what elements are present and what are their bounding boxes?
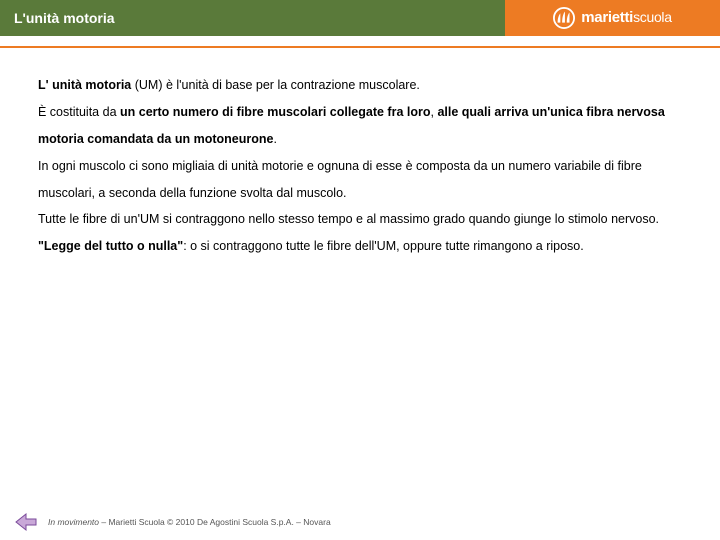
brand-sub: scuola (633, 9, 672, 25)
brand-text: mariettiscuola (581, 9, 671, 27)
paragraph-4: Tutte le fibre di un'UM si contraggono n… (38, 206, 682, 233)
body-content: L' unità motoria (UM) è l'unità di base … (0, 48, 720, 260)
footer: In movimento – Marietti Scuola © 2010 De… (14, 512, 331, 532)
back-arrow-icon[interactable] (14, 512, 38, 532)
p2-a: È costituita da (38, 105, 120, 119)
paragraph-2: È costituita da un certo numero di fibre… (38, 99, 682, 153)
footer-rest: – Marietti Scuola © 2010 De Agostini Scu… (99, 517, 331, 527)
header-left: L'unità motoria (0, 0, 505, 36)
brand-area: mariettiscuola (505, 0, 720, 36)
footer-text: In movimento – Marietti Scuola © 2010 De… (48, 517, 331, 527)
p2-b: un certo numero di fibre muscolari colle… (120, 105, 430, 119)
paragraph-1: L' unità motoria (UM) è l'unità di base … (38, 72, 682, 99)
footer-italic: In movimento (48, 517, 99, 527)
paragraph-5: "Legge del tutto o nulla": o si contragg… (38, 233, 682, 260)
brand-main: marietti (581, 9, 633, 26)
brand-logo-icon (553, 7, 575, 29)
header-bar: L'unità motoria mariettiscuola (0, 0, 720, 36)
paragraph-3: In ogni muscolo ci sono migliaia di unit… (38, 153, 682, 207)
page-title: L'unità motoria (14, 10, 115, 26)
p1-rest: (UM) è l'unità di base per la contrazion… (131, 78, 420, 92)
p5-b: : o si contraggono tutte le fibre dell'U… (183, 239, 584, 253)
p5-a: "Legge del tutto o nulla" (38, 239, 183, 253)
p2-e: . (273, 132, 276, 146)
p1-lead: L' unità motoria (38, 78, 131, 92)
